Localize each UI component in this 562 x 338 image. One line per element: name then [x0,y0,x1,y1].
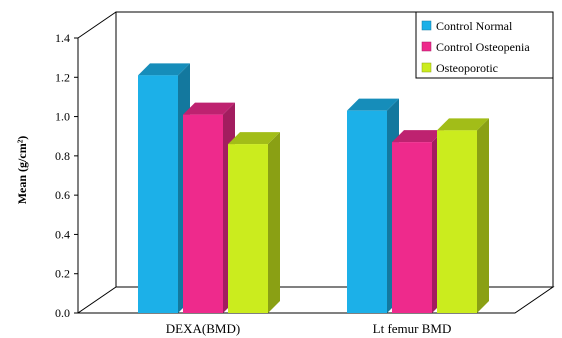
legend-swatch [421,41,432,52]
legend-item: Control Osteopenia [421,40,530,54]
bar-top [392,130,444,143]
y-tick-label: 0.4 [55,227,70,241]
category-labels: DEXA(BMD) Lt femur BMD [166,321,452,336]
legend-label: Control Osteopenia [436,40,530,54]
bar-top [138,63,190,76]
bar-front [228,144,268,313]
bar [392,130,444,313]
bar [183,102,235,313]
bar-front [138,75,178,313]
bar-top [228,132,280,145]
legend: Control Normal Control Osteopenia Osteopor… [415,11,554,79]
bar-side [268,132,280,313]
y-axis-title: Mean (g/cm²) [15,136,29,205]
y-tick-label: 1.2 [55,70,70,84]
bar-front [183,114,223,313]
bar-front [392,142,432,313]
bar-side [477,118,489,313]
bar-front [347,110,387,313]
axis-lines [77,11,117,313]
legend-label: Osteoporotic [436,61,498,75]
bar [437,118,489,313]
bar-top [183,102,235,115]
category-label: DEXA(BMD) [166,321,240,336]
bar-front [437,130,477,313]
y-tick-label: 1.0 [55,110,70,124]
y-tick-label: 0.2 [55,267,70,281]
legend-item: Osteoporotic [421,61,498,75]
category-label: Lt femur BMD [373,321,452,336]
y-axis-depth-line [77,11,117,39]
y-tick-label: 1.4 [55,31,70,45]
y-axis-ticks: 0.0 0.2 0.4 0.6 0.8 1.0 1.2 1.4 [55,31,78,320]
y-tick-label: 0.8 [55,149,70,163]
legend-swatch [421,20,432,31]
bars [138,63,489,314]
bar [138,63,190,314]
legend-label: Control Normal [436,19,513,33]
bar [347,98,399,313]
legend-box [415,11,554,79]
bar-top [437,118,489,131]
bar-top [347,98,399,111]
legend-swatch [421,62,432,73]
y-tick-label: 0.6 [55,188,70,202]
legend-item: Control Normal [421,19,513,33]
y-tick-label: 0.0 [55,306,70,320]
bar [228,132,280,313]
